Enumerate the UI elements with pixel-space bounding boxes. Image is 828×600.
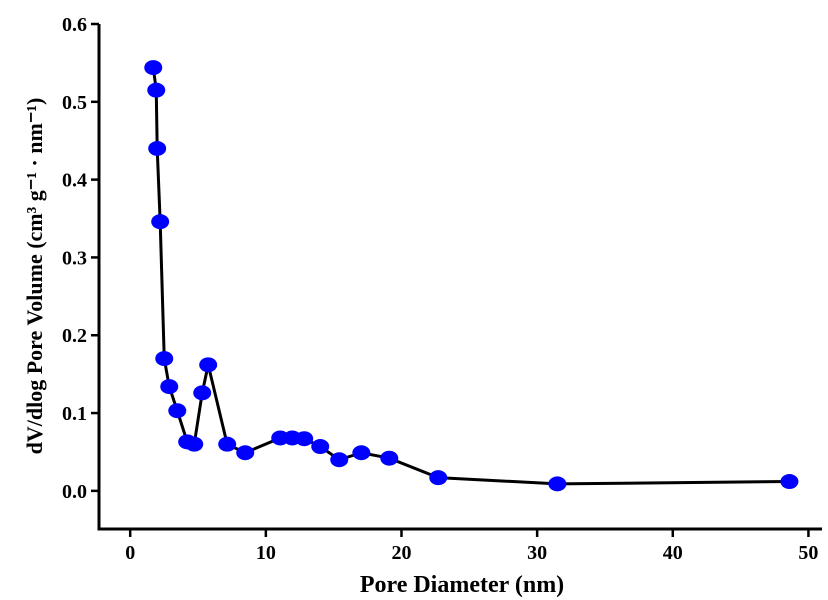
data-point [144, 60, 163, 76]
data-point [380, 450, 399, 466]
y-tick-label: 0.5 [62, 92, 87, 114]
x-tick-label: 50 [798, 542, 818, 564]
data-point [168, 403, 187, 419]
data-point [193, 385, 212, 401]
y-axis-label: dV/dlog Pore Volume (cm³ g⁻¹ · nm⁻¹) [22, 98, 47, 455]
y-tick-label: 0.6 [62, 14, 87, 36]
data-point [352, 445, 371, 461]
y-tick-label: 0.0 [62, 481, 87, 503]
data-point [548, 476, 567, 492]
x-tick-label: 40 [663, 542, 683, 564]
data-point [155, 351, 174, 367]
data-point [295, 431, 314, 447]
y-tick-label: 0.1 [62, 403, 87, 425]
data-line [151, 67, 790, 486]
y-tick-label: 0.3 [62, 247, 87, 269]
data-point [151, 214, 170, 230]
data-point [148, 140, 167, 156]
x-tick-label: 0 [125, 542, 135, 564]
data-point [330, 452, 349, 468]
x-tick-label: 30 [527, 542, 547, 564]
data-point [185, 436, 204, 452]
x-tick-label: 20 [391, 542, 411, 564]
data-point [199, 357, 218, 373]
y-tick-label: 0.2 [62, 325, 87, 347]
data-point [236, 445, 255, 461]
data-point [311, 439, 330, 455]
data-point [218, 436, 237, 452]
y-tick-label: 0.4 [62, 170, 87, 192]
data-point [780, 474, 799, 490]
data-point [160, 379, 179, 395]
x-axis-label: Pore Diameter (nm) [360, 572, 564, 598]
data-point [429, 470, 448, 486]
data-point [147, 82, 166, 98]
x-tick-label: 10 [256, 542, 276, 564]
